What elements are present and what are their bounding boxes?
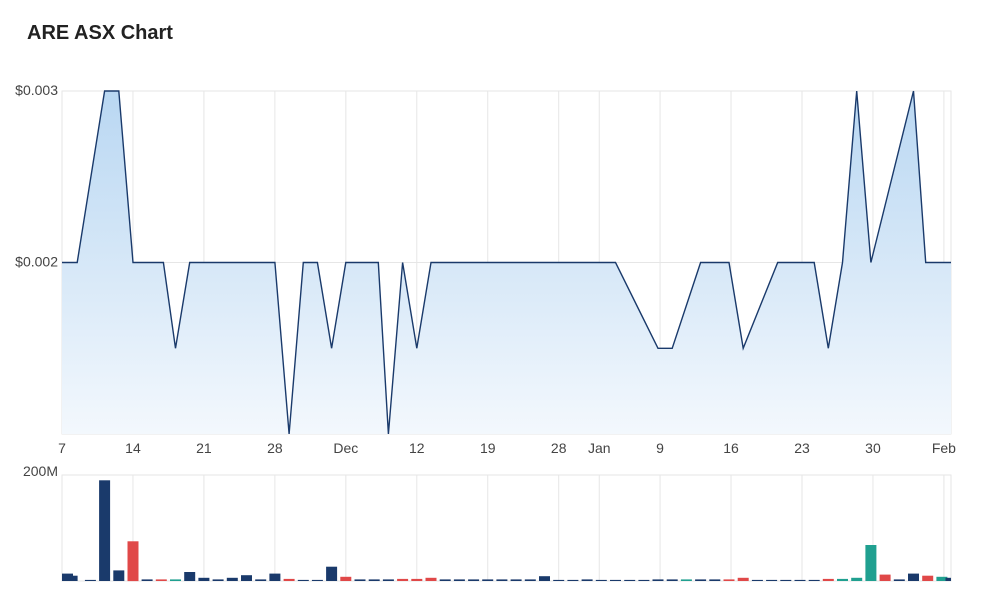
volume-bars [62, 480, 951, 582]
volume-bar [170, 579, 181, 581]
volume-bar [879, 574, 891, 581]
volume-bar [297, 579, 309, 581]
volume-bar [99, 480, 111, 581]
price-x-tick-label: 21 [196, 440, 212, 456]
volume-bar [945, 577, 951, 581]
volume-bar [908, 573, 919, 581]
volume-bar [84, 579, 96, 581]
volume-bar [794, 579, 806, 581]
volume-y-tick-label: 200M [23, 463, 58, 479]
price-y-tick-label: $0.003 [15, 82, 58, 98]
price-x-tick-label: 28 [267, 440, 283, 456]
volume-bar [468, 579, 480, 581]
price-x-tick-label: 16 [723, 440, 739, 456]
volume-bar [652, 579, 664, 581]
volume-bar [751, 579, 763, 581]
volume-bar [624, 579, 636, 581]
chart-title: ARE ASX Chart [27, 22, 173, 44]
volume-bar [695, 579, 707, 581]
price-x-tick-label: 30 [865, 440, 881, 456]
price-y-axis: $0.003 $0.002 [15, 82, 58, 270]
volume-bar [155, 579, 167, 581]
price-x-tick-label: Feb [932, 440, 956, 456]
price-x-tick-label: 28 [551, 440, 567, 456]
volume-bar [581, 579, 593, 581]
volume-bar [453, 579, 465, 581]
volume-bar [567, 579, 579, 581]
volume-bar [198, 577, 210, 581]
volume-bar [553, 579, 565, 581]
price-x-tick-label: Dec [333, 440, 358, 456]
price-x-tick-label: 19 [480, 440, 496, 456]
volume-bar [524, 579, 536, 581]
volume-bar [808, 579, 820, 581]
volume-bar [382, 579, 394, 581]
volume-bar [184, 572, 196, 581]
volume-bar [368, 579, 380, 581]
volume-bar [666, 579, 678, 581]
volume-bar [610, 579, 621, 581]
volume-y-axis: 200M [23, 463, 58, 479]
volume-bar [66, 575, 78, 581]
volume-bar [127, 541, 139, 582]
price-x-tick-label: Jan [588, 440, 611, 456]
volume-bar [113, 570, 125, 581]
volume-bar [638, 579, 650, 581]
volume-bar [893, 579, 905, 581]
volume-bar [255, 579, 267, 581]
volume-bar [283, 578, 295, 581]
volume-bar [539, 576, 550, 581]
volume-bar [680, 579, 692, 581]
volume-bar [723, 579, 735, 581]
volume-bar [496, 579, 508, 581]
volume-bar [269, 573, 281, 581]
volume-bar [822, 578, 834, 581]
volume-bar [482, 579, 494, 581]
volume-bar [922, 575, 934, 581]
volume-bar [510, 579, 522, 581]
volume-bar [340, 576, 352, 581]
price-x-tick-label: 14 [125, 440, 141, 456]
price-x-axis: 7 14 21 28 Dec 12 19 28 Jan 9 16 23 30 Feb [58, 440, 956, 456]
volume-bar [326, 566, 338, 581]
volume-bar [595, 579, 607, 581]
volume-bar [780, 579, 792, 581]
volume-bar [709, 579, 721, 581]
volume-bar [851, 577, 863, 581]
volume-bar [226, 577, 238, 581]
volume-bar [141, 579, 153, 581]
volume-bar [397, 578, 409, 581]
price-x-tick-label: 23 [794, 440, 810, 456]
volume-bar [865, 545, 877, 581]
volume-bar [411, 578, 423, 581]
volume-bar [936, 576, 948, 581]
volume-bar [766, 579, 778, 581]
volume-bar [737, 577, 749, 581]
volume-bar [425, 577, 437, 581]
price-y-tick-label: $0.002 [15, 254, 58, 270]
price-area [62, 90, 951, 435]
price-x-tick-label: 12 [409, 440, 425, 456]
price-x-tick-label: 7 [58, 440, 66, 456]
volume-gridlines [61, 474, 952, 582]
volume-bar [241, 575, 252, 581]
price-x-tick-label: 9 [656, 440, 664, 456]
volume-plot-frame [61, 474, 952, 582]
volume-bar [837, 578, 848, 581]
volume-bar [354, 579, 366, 581]
price-series-line [62, 90, 951, 435]
volume-bar [212, 579, 224, 581]
volume-bar [439, 579, 451, 581]
volume-bar [311, 579, 323, 581]
